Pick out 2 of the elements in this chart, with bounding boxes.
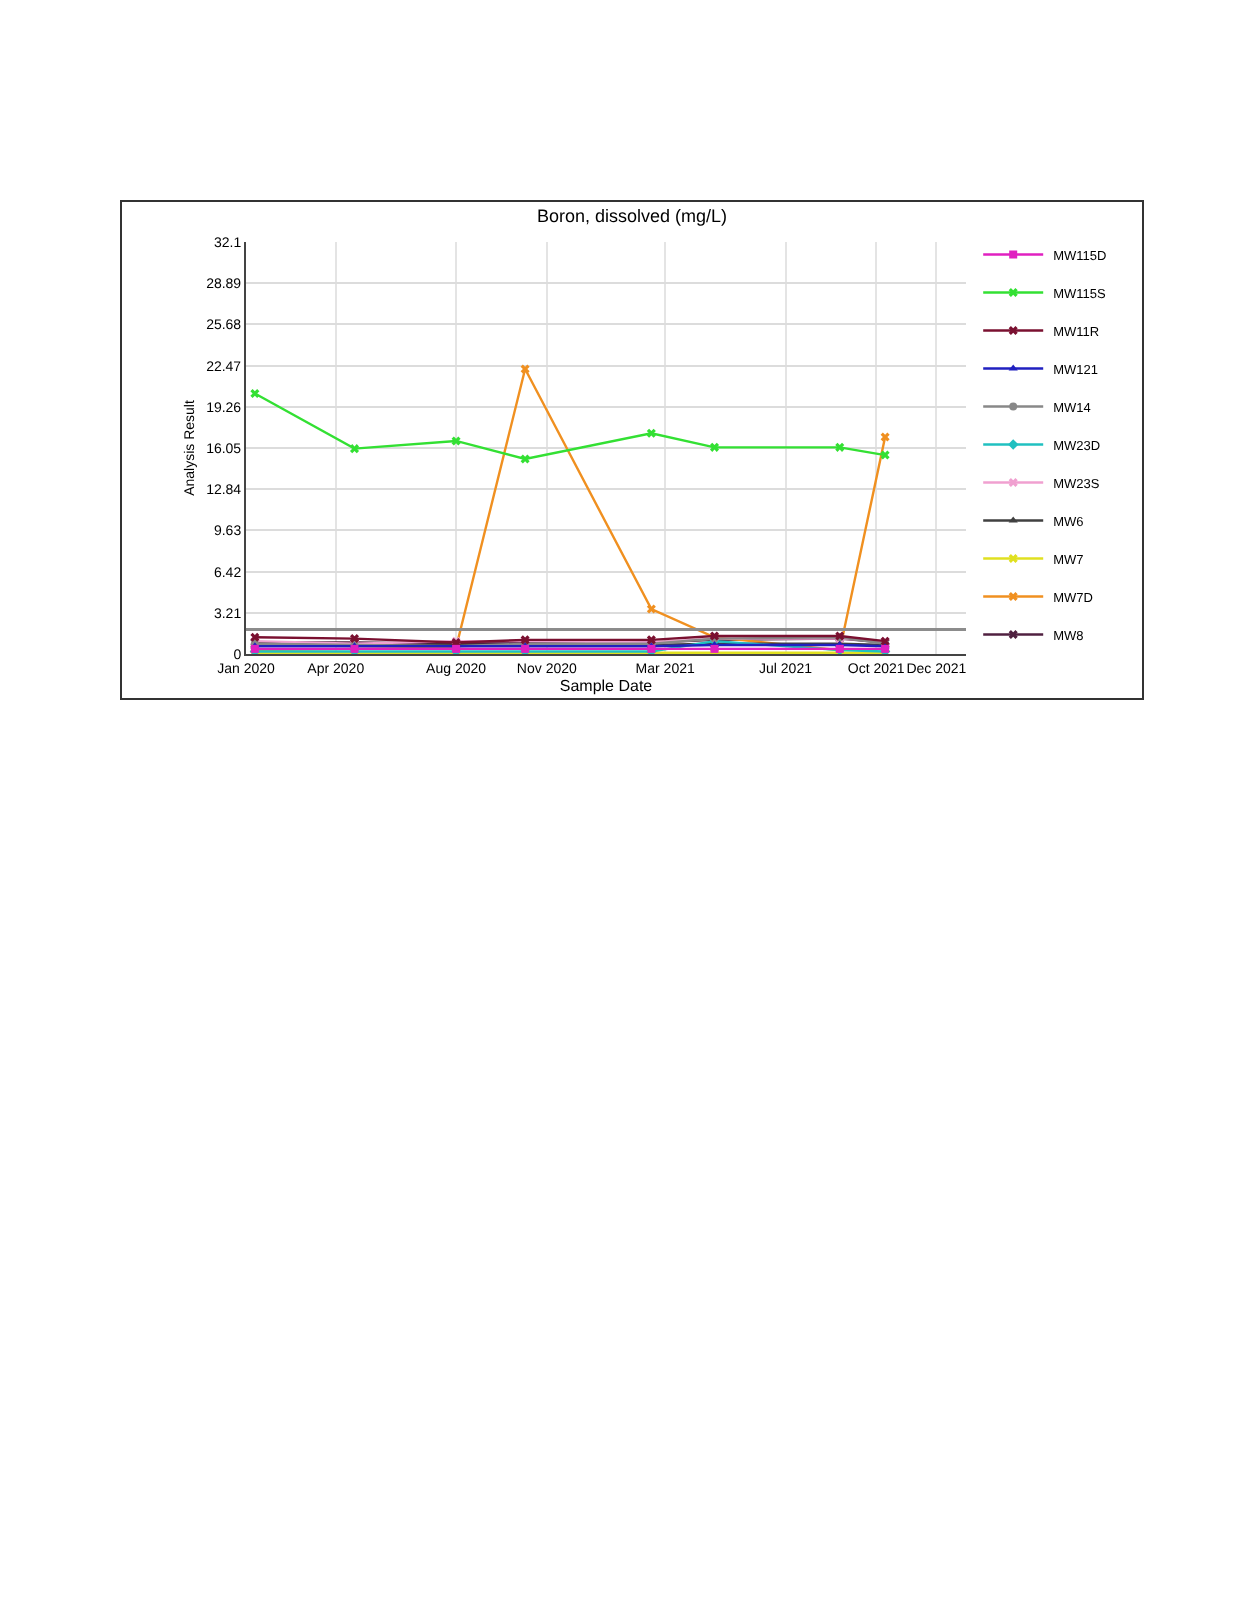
chart-title: Boron, dissolved (mg/L) — [536, 206, 728, 227]
x-axis-title: Sample Date — [559, 677, 654, 695]
